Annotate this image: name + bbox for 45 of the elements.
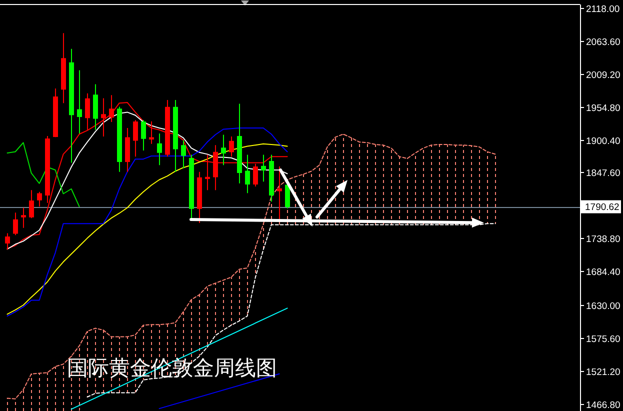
candlestick <box>221 134 226 166</box>
candlestick <box>149 120 154 144</box>
y-tick-label: 1900.40 <box>586 136 620 147</box>
candlestick <box>77 70 82 134</box>
y-tick-label: 1738.80 <box>586 234 620 245</box>
candlestick <box>205 154 210 191</box>
candlestick <box>117 106 122 172</box>
y-tick-label: 1521.20 <box>586 366 620 378</box>
y-tick-label: 2118.00 <box>586 4 620 15</box>
y-tick-label: 1954.80 <box>586 102 620 114</box>
candlestick <box>245 154 250 194</box>
y-tick-label: 1466.80 <box>586 400 620 411</box>
candlestick <box>173 100 178 172</box>
y-tick-label: 1575.60 <box>586 334 620 345</box>
candlestick <box>157 133 162 166</box>
candlestick <box>13 212 18 236</box>
candlestick <box>197 171 202 224</box>
candlestick <box>181 140 186 169</box>
candlestick <box>189 154 194 219</box>
y-tick-label: 2063.60 <box>586 36 620 48</box>
y-tick-label: 1630.00 <box>586 300 620 312</box>
y-tick-label: 2009.20 <box>586 70 620 81</box>
candlestick <box>261 154 266 182</box>
line-series <box>6 134 496 400</box>
candlestick <box>93 84 98 130</box>
candlestick <box>141 120 146 152</box>
candlestick <box>277 166 282 220</box>
candlestick <box>213 144 218 191</box>
candlestick <box>53 88 58 138</box>
candlestick <box>69 48 74 164</box>
candlestick <box>269 154 274 202</box>
ref-line-label: 1790.62 <box>585 202 620 214</box>
candlestick <box>37 191 42 208</box>
candlestick <box>133 120 138 158</box>
y-tick-label: 1847.60 <box>586 168 620 179</box>
candlestick <box>253 163 258 187</box>
candlestick <box>237 103 242 184</box>
candlestick <box>45 135 50 204</box>
candlestick <box>21 207 26 228</box>
line-series <box>6 142 80 208</box>
candlestick <box>29 190 34 219</box>
candlestick <box>229 136 234 158</box>
candlestick <box>61 32 66 104</box>
candlestick <box>125 128 130 172</box>
y-tick-label: 1684.40 <box>586 266 620 278</box>
